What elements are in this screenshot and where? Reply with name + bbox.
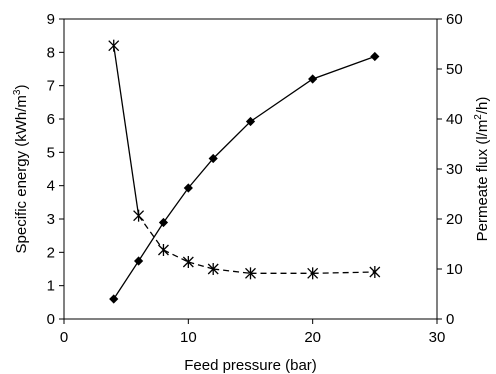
- y-right-tick-label: 40: [446, 111, 463, 128]
- y-right-tick-label: 60: [446, 11, 463, 28]
- data-point-diamond: [308, 74, 318, 84]
- y-left-tick-label: 6: [47, 111, 55, 128]
- series-segment: [113, 45, 140, 216]
- y-left-title-part: ): [13, 85, 30, 90]
- y-right-tick-label: 10: [446, 261, 463, 278]
- series-segment: [213, 268, 251, 274]
- x-axis-title: Feed pressure (bar): [184, 357, 317, 374]
- data-point-asterisk: [207, 263, 219, 275]
- y-left-axis-ticks: 0 1 2 3 4 5 6 7 8 9: [47, 11, 64, 328]
- data-point-diamond: [208, 153, 218, 164]
- y-left-tick-label: 3: [47, 211, 55, 228]
- y-right-title-part: Permeate flux (l/m: [474, 120, 491, 242]
- series-2: [108, 39, 381, 280]
- y-right-title-superscript: 2: [473, 114, 484, 120]
- series-segment: [188, 261, 214, 270]
- data-point-diamond: [183, 183, 193, 193]
- data-point-asterisk: [245, 267, 256, 280]
- y-right-tick-label: 0: [446, 311, 454, 328]
- data-point-asterisk: [182, 256, 194, 268]
- series-segment: [163, 249, 189, 263]
- y-left-axis-title: Specific energy (kWh/m3): [12, 85, 30, 254]
- y-right-axis-title: Permeate flux (l/m2/h): [473, 97, 491, 242]
- y-left-tick-label: 1: [47, 278, 55, 295]
- series-layer: [108, 39, 381, 304]
- y-right-axis-ticks: 0 10 20 30 40 50 60: [437, 11, 463, 328]
- y-right-tick-label: 30: [446, 161, 463, 178]
- x-tick-label: 30: [429, 329, 446, 346]
- y-left-title-superscript: 3: [12, 89, 23, 95]
- x-tick-label: 20: [304, 329, 321, 346]
- series-1: [109, 51, 380, 304]
- y-right-tick-label: 20: [446, 211, 463, 228]
- data-point-diamond: [158, 217, 169, 228]
- y-left-tick-label: 7: [47, 78, 55, 95]
- x-tick-label: 0: [60, 329, 68, 346]
- data-point-diamond: [109, 294, 119, 304]
- data-point-asterisk: [369, 266, 381, 278]
- data-point-diamond: [245, 116, 256, 127]
- y-right-tick-label: 50: [446, 61, 463, 78]
- y-left-tick-label: 0: [47, 311, 55, 328]
- data-point-asterisk: [108, 39, 120, 52]
- series-line: [113, 55, 376, 300]
- y-left-tick-label: 5: [47, 144, 55, 161]
- data-point-asterisk: [307, 267, 319, 280]
- x-tick-label: 10: [180, 329, 197, 346]
- data-point-asterisk: [158, 244, 169, 256]
- y-left-title-part: Specific energy (kWh/m: [13, 95, 30, 253]
- x-axis-ticks: 0 10 20 30: [60, 319, 446, 346]
- y-left-tick-label: 4: [47, 178, 55, 195]
- y-right-title-part: /h): [474, 97, 491, 115]
- series-segment: [138, 215, 164, 251]
- data-point-diamond: [134, 256, 144, 266]
- data-point-asterisk: [133, 209, 145, 222]
- y-left-tick-label: 8: [47, 44, 55, 61]
- y-left-tick-label: 2: [47, 244, 55, 261]
- series-segment: [312, 271, 375, 274]
- y-left-tick-label: 9: [47, 11, 55, 28]
- data-point-diamond: [370, 51, 380, 62]
